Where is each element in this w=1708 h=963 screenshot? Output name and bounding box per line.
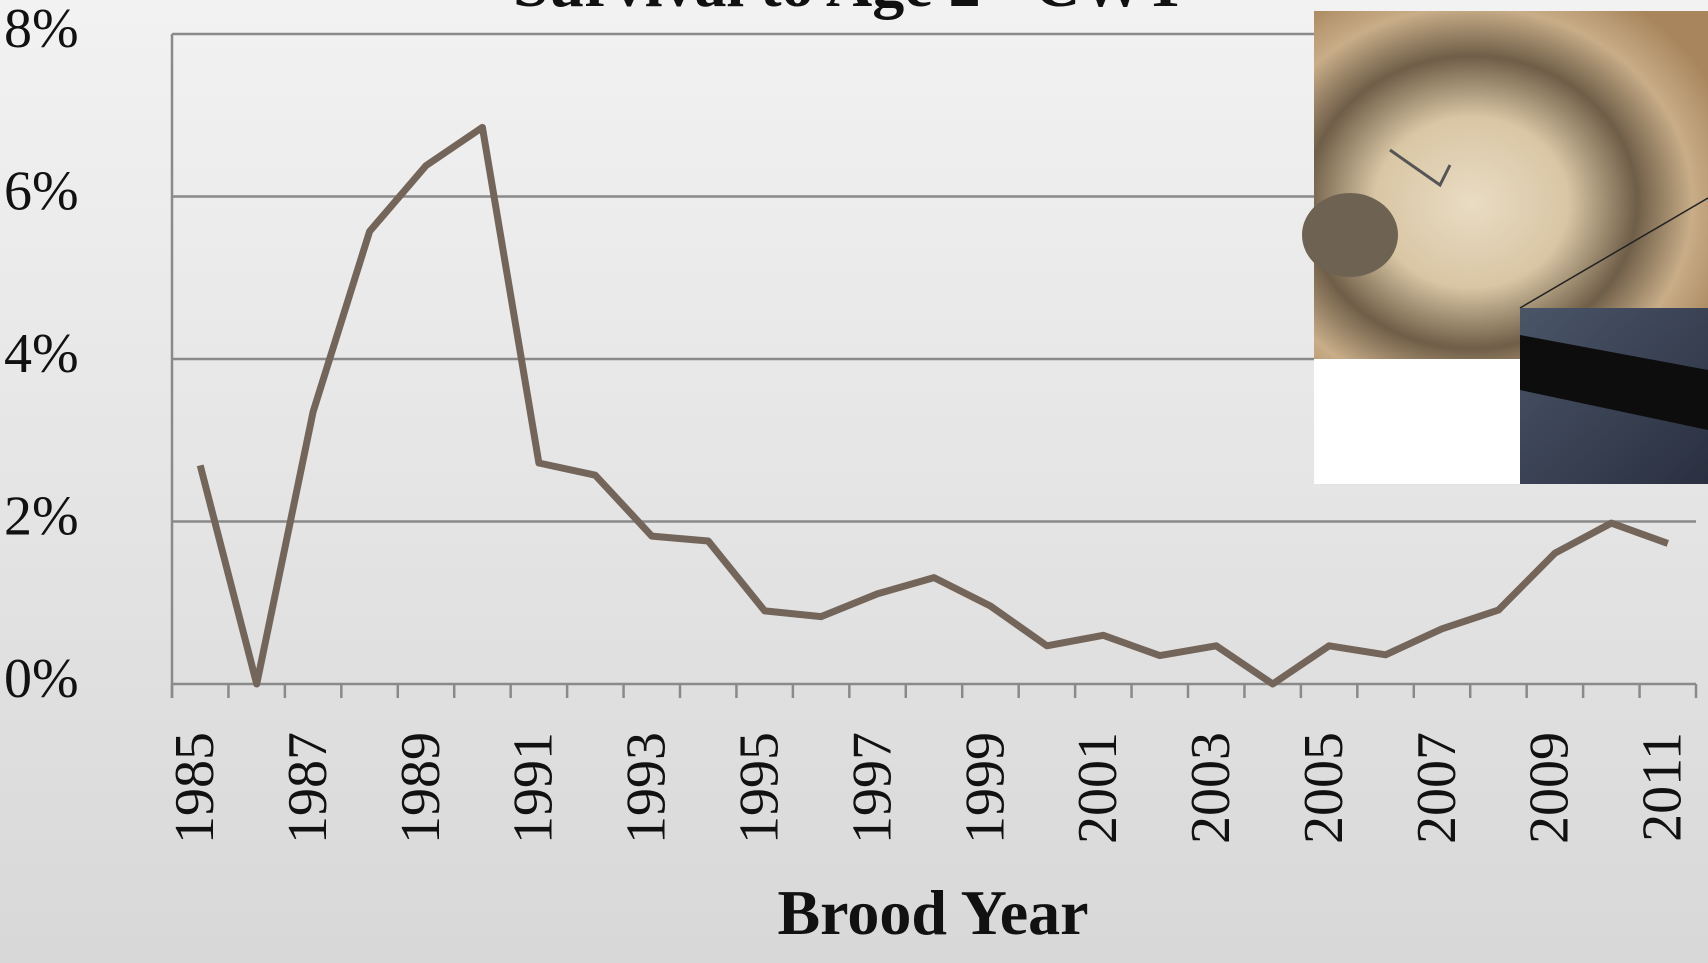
y-tick-label: 8%	[4, 0, 79, 60]
inset-photos	[1302, 11, 1708, 484]
photo-detail	[1389, 148, 1452, 188]
x-tick-label: 1997	[841, 732, 903, 844]
x-tick-label: 2007	[1406, 732, 1468, 844]
x-tick-label: 1991	[503, 732, 565, 844]
callout-line	[1519, 197, 1708, 309]
x-tick-label: 1989	[390, 732, 452, 844]
x-tick-label: 2009	[1519, 732, 1581, 844]
chart-title: Survival to Age 2 - CWT	[513, 0, 1187, 20]
y-tick-label: 0%	[4, 648, 79, 710]
x-tick-label: 1999	[954, 732, 1016, 844]
photo-frame	[1314, 359, 1520, 484]
data-line	[196, 123, 1669, 688]
x-tick-label: 1993	[616, 732, 678, 844]
x-tick-label: 1995	[729, 732, 791, 844]
x-tick-label: 2011	[1632, 732, 1694, 842]
x-tick-label: 1985	[164, 732, 226, 844]
photo-wire	[1520, 335, 1708, 430]
x-tick-label: 2001	[1067, 732, 1129, 844]
x-axis-title: Brood Year	[777, 877, 1088, 948]
y-tick-label: 6%	[4, 160, 79, 222]
x-tick-label: 2003	[1180, 732, 1242, 844]
y-tick-label: 4%	[4, 323, 79, 385]
photo-coded-wire-tag	[1314, 11, 1708, 359]
photo-detail	[1302, 193, 1398, 277]
y-tick-label: 2%	[4, 485, 79, 547]
x-tick-label: 2005	[1293, 732, 1355, 844]
x-tick-label: 1987	[277, 732, 339, 844]
